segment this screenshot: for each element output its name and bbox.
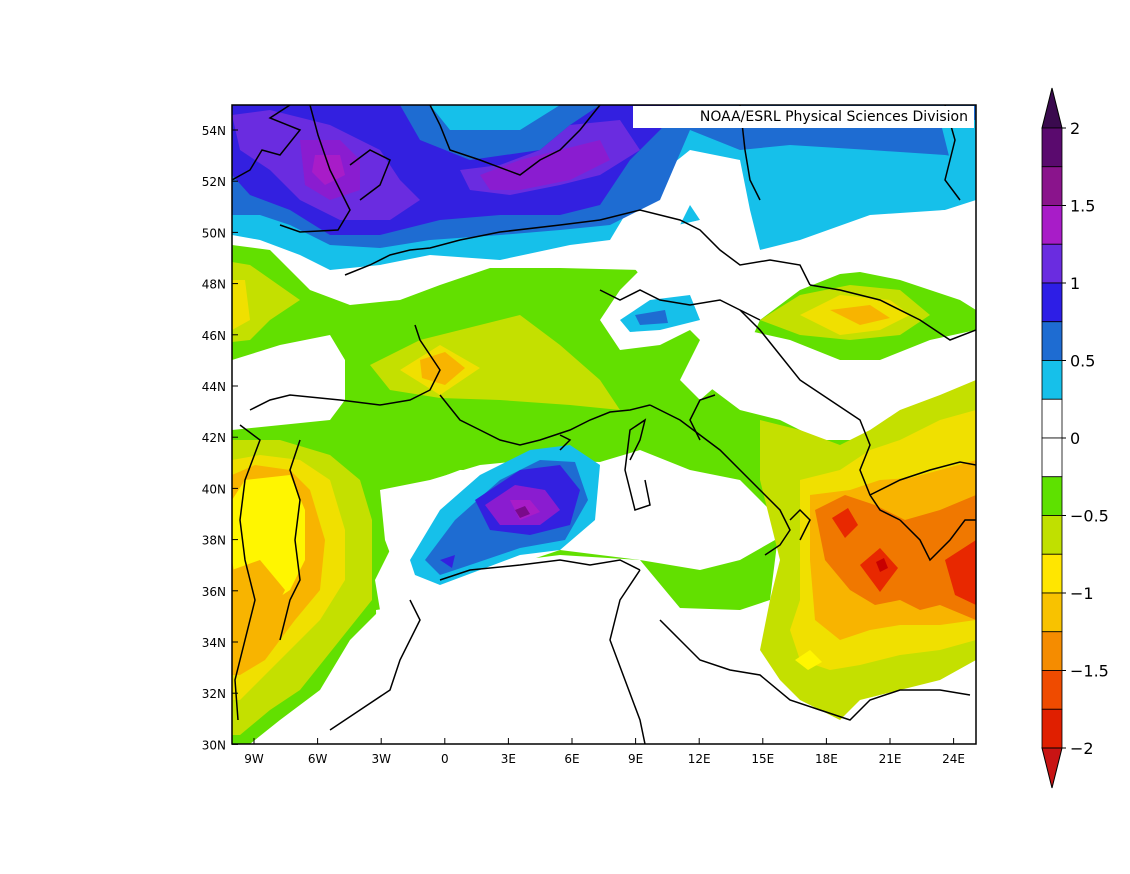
colorbar-segment — [1041, 243, 1063, 284]
colorbar-segment — [1041, 398, 1063, 439]
contour-neg-2-east-b — [860, 548, 898, 592]
lat-tick-label: 34N — [202, 636, 226, 650]
credit-box — [633, 106, 974, 128]
colorbar-tick-label: 0 — [1070, 429, 1080, 448]
colorbar-segment — [1041, 553, 1063, 594]
colorbar-segment — [1041, 708, 1063, 749]
colorbar-tick-label: 1.5 — [1070, 197, 1095, 216]
colorbar-tick-label: 1 — [1070, 274, 1080, 293]
lat-tick-label: 46N — [202, 329, 226, 343]
lat-tick-label: 44N — [202, 380, 226, 394]
colorbar-segment — [1041, 592, 1063, 633]
colorbar-segment — [1041, 360, 1063, 400]
contour-zero-gap-west — [232, 335, 345, 430]
lat-axis: 54N 52N 50N 48N 46N 44N 42N 40N 38N 36N 34N 32N 30N — [202, 124, 238, 752]
contour-neg-2-east-a — [832, 508, 858, 538]
anomaly-field: NOAA/ESRL Physical Sciences Division — [232, 105, 976, 744]
contour-zero-gap-north — [610, 205, 976, 300]
colorbar-segment — [1041, 205, 1063, 245]
contour-neg-2-core — [876, 558, 888, 572]
lat-tick-label: 38N — [202, 534, 226, 548]
lat-tick-label: 48N — [202, 278, 226, 292]
contour-neg-2-east-c — [945, 540, 976, 605]
contour-pos-1-25-north — [300, 140, 610, 200]
lon-tick-label: 24E — [942, 752, 965, 766]
lon-tick-label: 6E — [564, 752, 579, 766]
contour-pos-2-med — [515, 506, 530, 518]
lon-tick-label: 3W — [371, 752, 391, 766]
colorbar-tick-label: 0.5 — [1070, 352, 1095, 371]
colorbar-tick-label: −0.5 — [1070, 507, 1109, 526]
colorbar-segment — [1041, 282, 1063, 323]
lat-tick-label: 52N — [202, 175, 226, 189]
lat-tick-label: 42N — [202, 431, 226, 445]
colorbar-segment — [1041, 437, 1063, 478]
lat-tick-label: 54N — [202, 124, 226, 138]
lat-tick-label: 30N — [202, 738, 226, 752]
lon-tick-label: 12E — [688, 752, 711, 766]
lon-tick-label: 21E — [879, 752, 902, 766]
colorbar: 2 1.5 1 0.5 0 −0.5 −1 −1.5 −2 — [1041, 87, 1109, 789]
colorbar-segment — [1041, 515, 1063, 555]
contour-pos-1-5-north — [312, 155, 345, 185]
colorbar-segment — [1041, 631, 1063, 671]
lon-tick-label: 9W — [244, 752, 264, 766]
colorbar-top-arrow — [1041, 87, 1063, 129]
colorbar-tick-label: −2 — [1070, 739, 1094, 758]
colorbar-segment — [1041, 476, 1063, 516]
lat-tick-label: 40N — [202, 482, 226, 496]
lat-tick-label: 32N — [202, 687, 226, 701]
lon-tick-label: 18E — [815, 752, 838, 766]
lat-tick-label: 50N — [202, 226, 226, 240]
colorbar-tick-label: 2 — [1070, 119, 1080, 138]
lon-tick-label: 6W — [308, 752, 328, 766]
lon-tick-label: 0 — [441, 752, 449, 766]
colorbar-segment — [1041, 127, 1063, 168]
colorbar-segment — [1041, 166, 1063, 206]
map-frame — [231, 104, 977, 745]
lon-axis: 9W 6W 3W 0 3E 6E 9E 12E 15E 18E 21E 24E — [244, 738, 965, 766]
lon-tick-label: 15E — [751, 752, 774, 766]
lon-tick-label: 3E — [501, 752, 516, 766]
contour-pos-0-25-east — [940, 120, 976, 165]
coastlines — [232, 105, 976, 744]
colorbar-tick-label: −1.5 — [1070, 662, 1109, 681]
colorbar-segment — [1041, 321, 1063, 361]
lat-tick-label: 36N — [202, 585, 226, 599]
lon-tick-label: 9E — [628, 752, 643, 766]
contour-neg-1-5-hungary — [830, 305, 890, 325]
credit-text: NOAA/ESRL Physical Sciences Division — [700, 109, 968, 125]
contour-neg-1-5-france — [420, 352, 465, 385]
colorbar-tick-label: −1 — [1070, 584, 1094, 603]
colorbar-bottom-arrow — [1041, 747, 1063, 789]
contour-neg-1-libya — [795, 650, 822, 670]
colorbar-segment — [1041, 670, 1063, 710]
contour-zero-gap-south — [376, 580, 820, 744]
contour-pos-0-5-alps — [635, 310, 668, 325]
contour-neg-1-5-spain-inner — [232, 560, 285, 640]
